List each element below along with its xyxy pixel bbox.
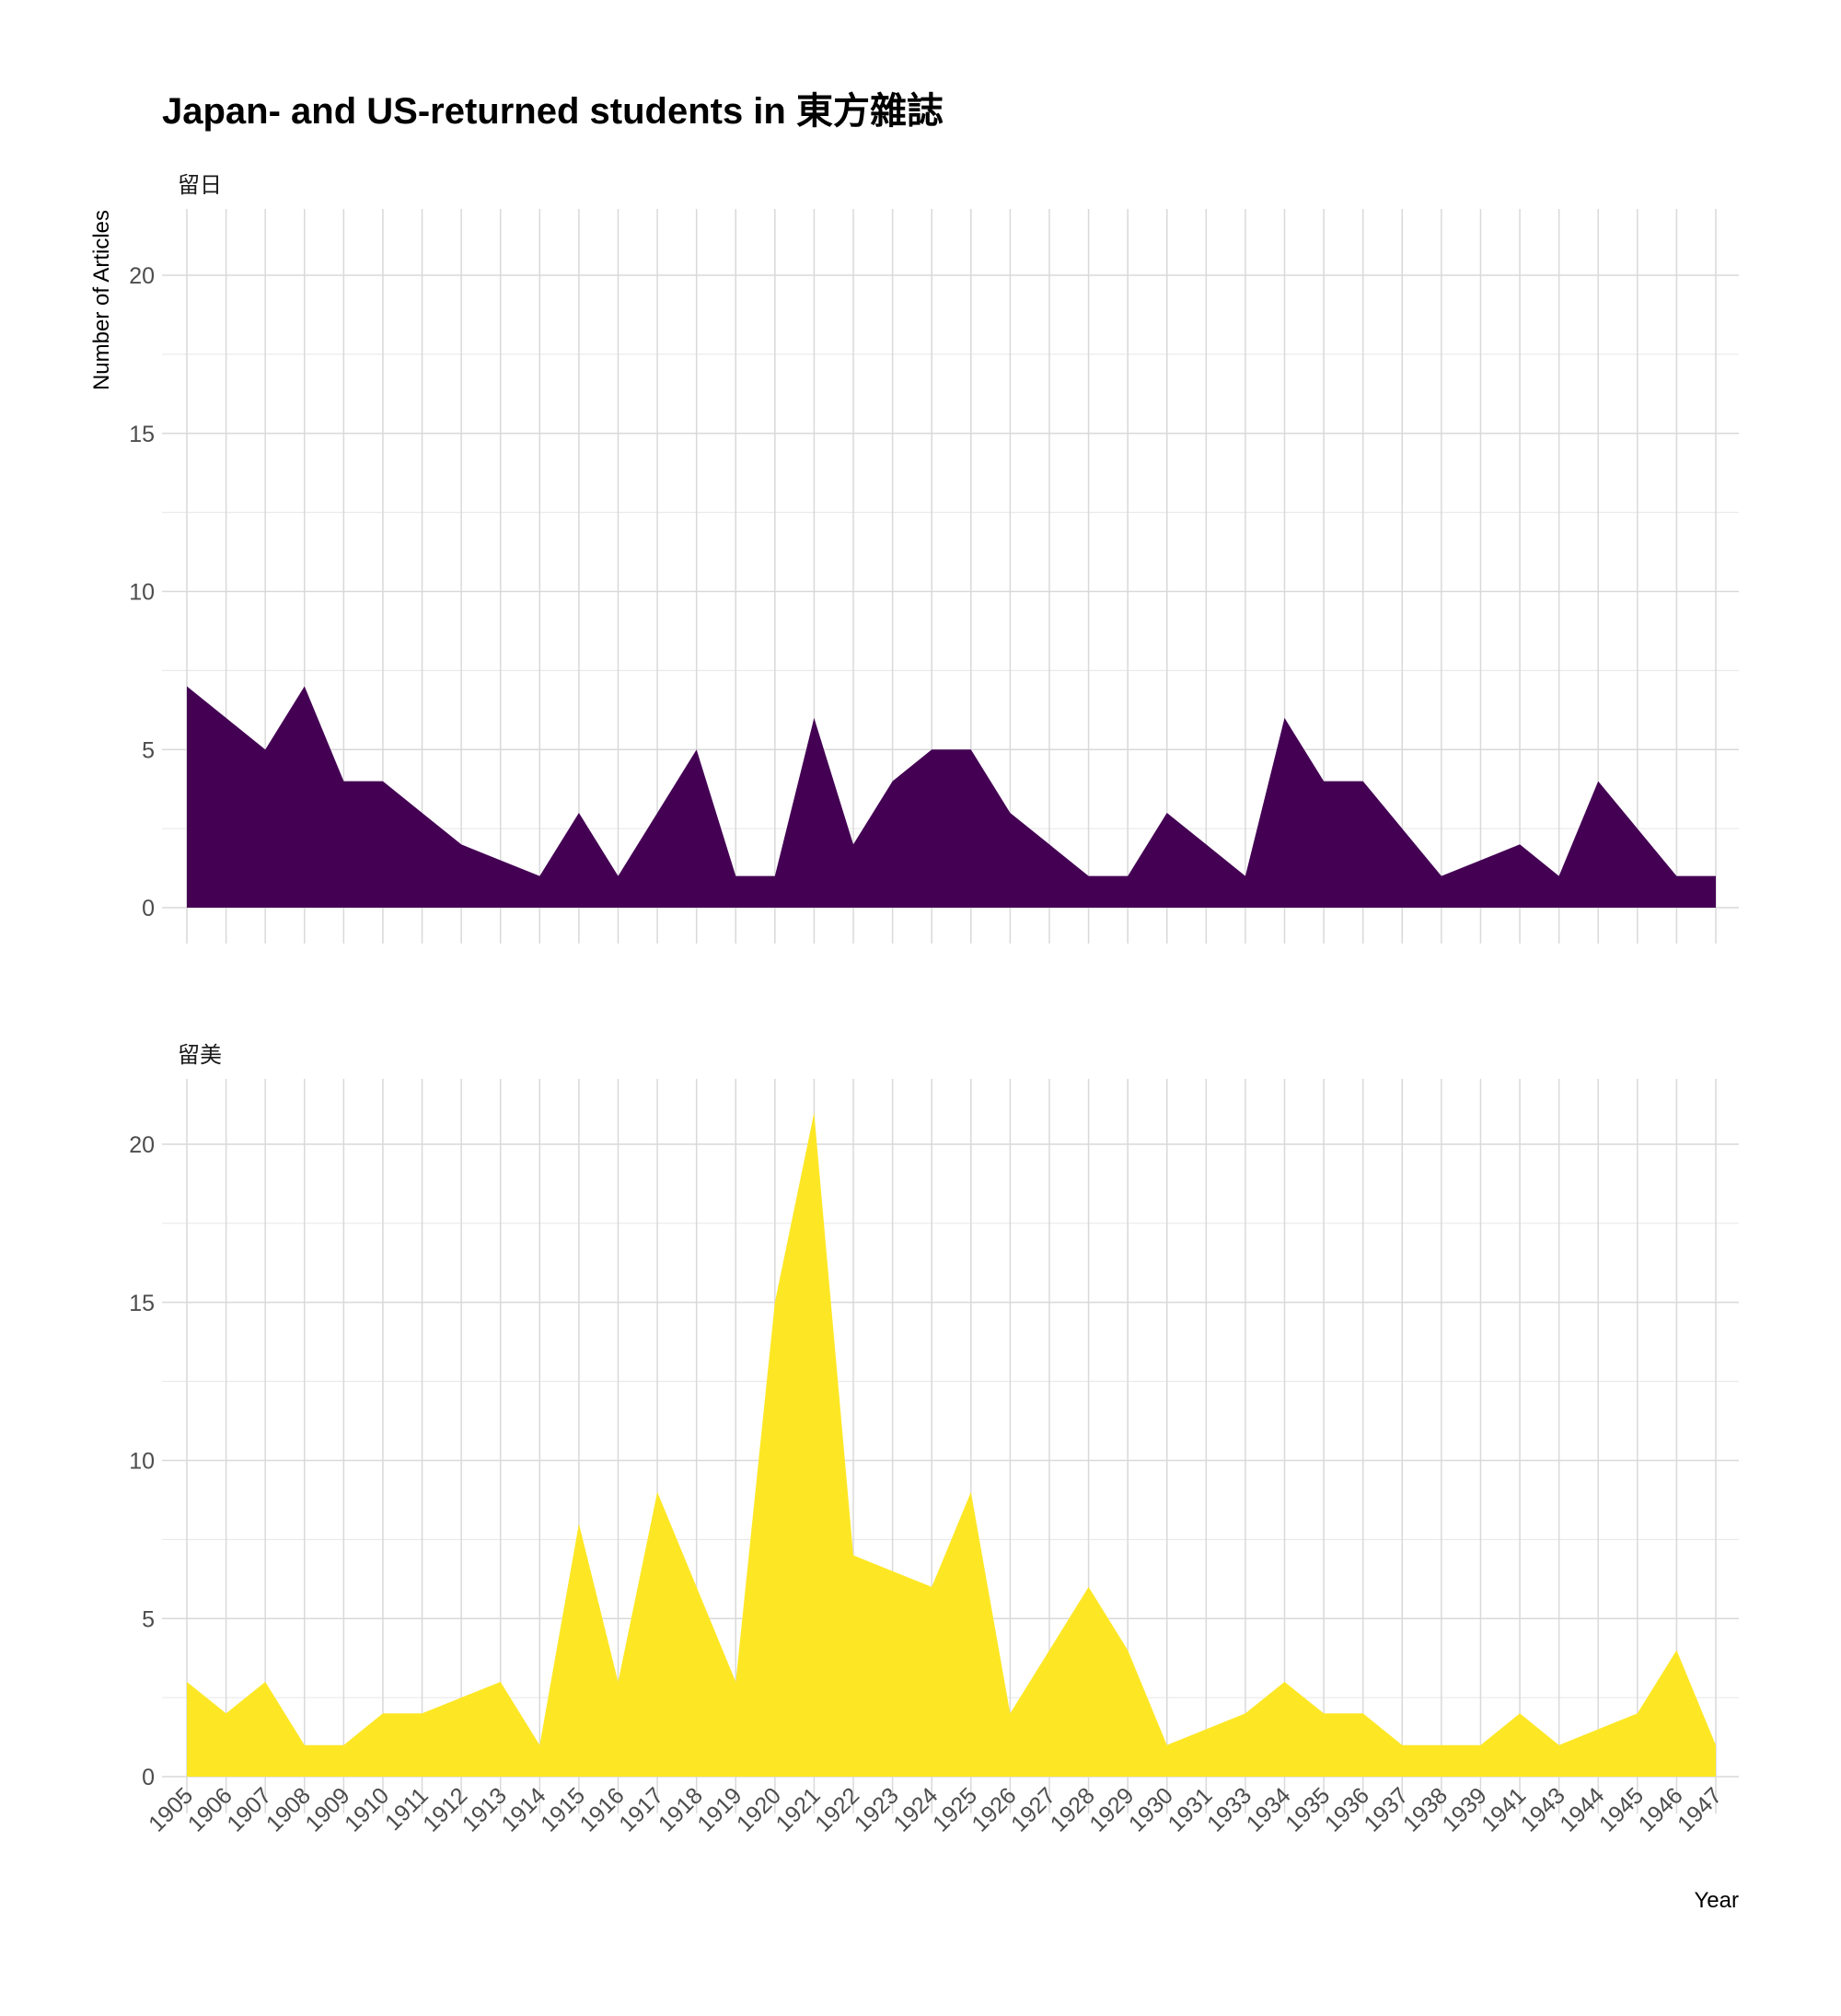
chart-title: Japan- and US-returned students in 東方雜誌 <box>162 91 944 132</box>
area-series-japan <box>187 686 1716 908</box>
x-tick-label: 1939 <box>1438 1782 1492 1836</box>
x-tick-label: 1924 <box>888 1782 943 1836</box>
x-tick-label: 1947 <box>1673 1782 1727 1836</box>
x-tick-label: 1941 <box>1476 1782 1531 1836</box>
x-tick-label: 1926 <box>967 1782 1021 1836</box>
x-tick-label: 1913 <box>457 1782 512 1836</box>
panel-us: 0 5 10 15 20 留美 <box>129 1042 1739 1813</box>
x-tick-label: 1946 <box>1634 1782 1688 1836</box>
y-tick-label: 5 <box>142 1606 155 1632</box>
x-tick-label: 1945 <box>1594 1782 1649 1836</box>
x-tick-label: 1936 <box>1320 1782 1374 1836</box>
x-tick-label: 1934 <box>1242 1782 1296 1836</box>
x-tick-label: 1944 <box>1555 1782 1609 1836</box>
x-tick-label: 1909 <box>300 1782 354 1836</box>
x-tick-label: 1943 <box>1516 1782 1570 1836</box>
x-tick-label: 1920 <box>732 1782 786 1836</box>
x-tick-label: 1908 <box>261 1782 316 1836</box>
x-axis: 1905190619071908190919101911191219131914… <box>144 1782 1727 1836</box>
x-tick-label: 1917 <box>614 1782 668 1836</box>
x-tick-label: 1933 <box>1202 1782 1256 1836</box>
x-tick-label: 1905 <box>144 1782 198 1836</box>
y-tick-label: 10 <box>129 1449 155 1475</box>
x-tick-label: 1928 <box>1046 1782 1100 1836</box>
area-series-us <box>187 1112 1716 1777</box>
x-tick-label: 1922 <box>810 1782 864 1836</box>
y-tick-label: 20 <box>129 1132 155 1158</box>
x-tick-label: 1937 <box>1359 1782 1413 1836</box>
y-tick-label: 15 <box>129 1291 155 1316</box>
x-tick-label: 1907 <box>222 1782 276 1836</box>
x-tick-label: 1916 <box>575 1782 630 1836</box>
x-tick-label: 1929 <box>1084 1782 1139 1836</box>
x-tick-label: 1935 <box>1280 1782 1335 1836</box>
facet-strip-label: 留美 <box>178 1042 222 1068</box>
x-tick-label: 1912 <box>418 1782 472 1836</box>
x-tick-label: 1938 <box>1398 1782 1453 1836</box>
x-tick-label: 1925 <box>928 1782 982 1836</box>
x-tick-label: 1915 <box>536 1782 590 1836</box>
y-tick-label: 15 <box>129 422 155 447</box>
y-axis-title: Number of Articles <box>89 210 114 390</box>
x-tick-label: 1930 <box>1124 1782 1178 1836</box>
y-tick-label: 5 <box>142 737 155 763</box>
y-tick-label: 10 <box>129 580 155 606</box>
x-tick-label: 1923 <box>850 1782 904 1836</box>
x-tick-label: 1919 <box>692 1782 747 1836</box>
facet-strip-label: 留日 <box>178 172 222 198</box>
x-tick-label: 1911 <box>380 1782 434 1836</box>
y-tick-label: 0 <box>142 896 155 921</box>
x-tick-label: 1910 <box>340 1782 394 1836</box>
y-tick-label: 20 <box>129 263 155 289</box>
panel-japan: 0 5 10 15 20 留日 <box>129 172 1739 944</box>
x-tick-label: 1918 <box>654 1782 708 1836</box>
x-tick-label: 1914 <box>496 1782 550 1836</box>
y-tick-label: 0 <box>142 1765 155 1790</box>
x-tick-label: 1906 <box>183 1782 237 1836</box>
x-tick-label: 1931 <box>1163 1782 1217 1836</box>
x-tick-label: 1927 <box>1006 1782 1060 1836</box>
x-axis-title: Year <box>1695 1888 1740 1913</box>
x-tick-label: 1921 <box>771 1782 826 1836</box>
